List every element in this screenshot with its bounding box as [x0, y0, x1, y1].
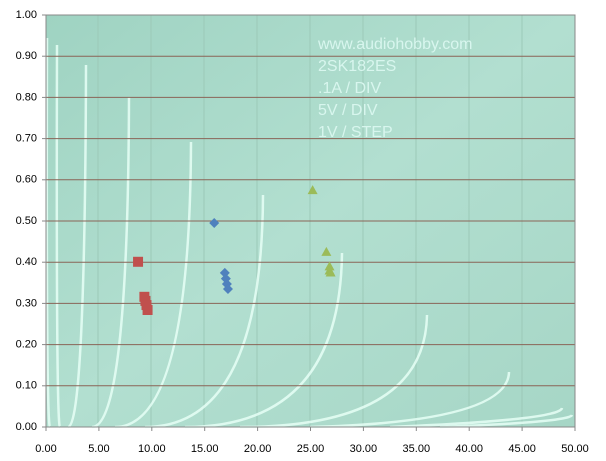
- x-tick-label: 5.00: [88, 443, 109, 455]
- point: [133, 256, 144, 267]
- point: [222, 283, 233, 294]
- x-tick-label: 10.00: [138, 443, 166, 455]
- x-tick-label: 30.00: [350, 443, 378, 455]
- annotation: 1V / STEP: [318, 124, 393, 141]
- point: [325, 267, 336, 277]
- y-tick-label: 0.90: [16, 50, 37, 62]
- point: [321, 246, 332, 256]
- y-tick-label: 0.20: [16, 339, 37, 351]
- y-tick-label: 0.40: [16, 256, 37, 268]
- y-tick-label: 0.50: [16, 215, 37, 227]
- x-tick-label: 15.00: [191, 443, 219, 455]
- x-tick-label: 35.00: [403, 443, 431, 455]
- y-tick-label: 0.30: [16, 297, 37, 309]
- x-tick-label: 45.00: [508, 443, 536, 455]
- y-tick-label: 0.60: [16, 174, 37, 186]
- x-tick-label: 40.00: [455, 443, 483, 455]
- y-tick-label: 0.80: [16, 91, 37, 103]
- y-tick-label: 0.10: [16, 380, 37, 392]
- y-tick-label: 1.00: [16, 9, 37, 21]
- y-tick-label: 0.70: [16, 133, 37, 145]
- y-tick-label: 0.00: [16, 421, 37, 433]
- annotation: www.audiohobby.com: [317, 36, 472, 53]
- annotation: 2SK182ES: [318, 58, 396, 75]
- x-tick-label: 50.00: [561, 443, 589, 455]
- point: [142, 304, 153, 315]
- x-tick-label: 25.00: [297, 443, 325, 455]
- point: [209, 218, 220, 229]
- annotation: 5V / DIV: [318, 102, 378, 119]
- x-tick-label: 20.00: [244, 443, 272, 455]
- x-tick-label: 0.00: [35, 443, 56, 455]
- annotation: .1A / DIV: [318, 80, 381, 97]
- point: [307, 185, 318, 195]
- photo-curves: [45, 37, 574, 429]
